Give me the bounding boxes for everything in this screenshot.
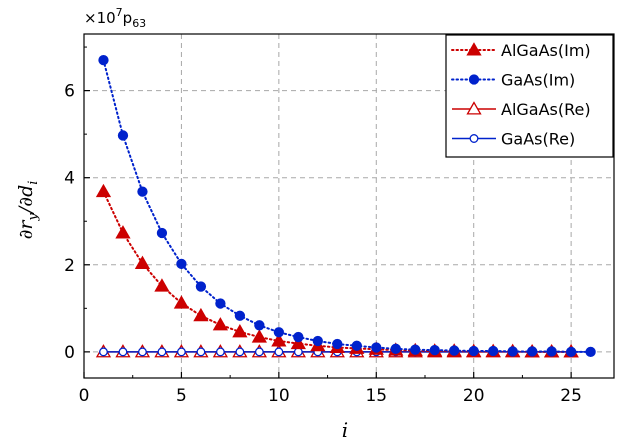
data-point <box>488 345 499 357</box>
data-point <box>429 344 440 356</box>
legend-item: AlGaAs(Im) <box>451 41 591 60</box>
data-point <box>176 258 187 270</box>
y-tick-label: 2 <box>64 256 75 276</box>
legend-label: AlGaAs(Im) <box>501 41 591 60</box>
legend-label: AlGaAs(Re) <box>501 100 591 119</box>
data-point <box>274 347 284 357</box>
y-tick-label: 0 <box>64 343 75 363</box>
data-point <box>215 347 225 357</box>
series-line <box>102 190 573 353</box>
data-point <box>115 225 131 239</box>
data-point <box>157 347 167 357</box>
data-point <box>410 344 421 355</box>
x-tick-label: 25 <box>560 386 582 406</box>
data-point <box>468 345 479 357</box>
data-point <box>351 340 362 351</box>
data-point <box>293 347 303 357</box>
data-point <box>546 346 557 357</box>
plot-frame <box>83 33 615 379</box>
series-gaas-re- <box>99 347 596 357</box>
data-point <box>254 347 264 357</box>
data-point <box>98 54 109 66</box>
data-point <box>138 347 147 357</box>
data-point <box>195 281 207 292</box>
data-point <box>293 331 304 343</box>
data-point <box>565 346 577 358</box>
y-axis-label: ∂ry/∂di <box>15 181 41 240</box>
data-point <box>99 347 108 357</box>
data-point <box>134 255 151 270</box>
legend-marker <box>466 101 482 115</box>
data-point <box>215 298 226 309</box>
data-point <box>196 347 206 357</box>
data-point <box>332 338 343 350</box>
series-gaas-im- <box>98 54 596 358</box>
data-point <box>290 335 306 350</box>
data-point <box>251 329 267 343</box>
data-point <box>156 227 168 239</box>
x-tick-label: 10 <box>268 386 290 406</box>
data-point <box>193 307 209 322</box>
data-point <box>176 347 186 357</box>
axis-ticks: 0 5 10 15 20 25 0 2 4 6 <box>64 46 582 406</box>
data-point <box>271 333 287 347</box>
legend-marker <box>468 74 480 85</box>
y-tick-label: 4 <box>64 169 75 189</box>
x-axis-label: i <box>342 418 348 442</box>
legend-label: GaAs(Re) <box>501 130 575 149</box>
data-point <box>173 295 190 309</box>
legend-item: AlGaAs(Re) <box>452 100 591 119</box>
legend-item: GaAs(Re) <box>452 130 575 149</box>
data-point <box>212 317 229 331</box>
legend-marker <box>466 42 482 56</box>
x-tick-label: 15 <box>365 386 387 406</box>
data-point <box>449 345 460 356</box>
series-algaas-im- <box>95 183 579 358</box>
data-point <box>137 186 148 197</box>
data-point <box>371 342 382 353</box>
data-point <box>527 346 538 357</box>
x-tick-label: 0 <box>79 386 90 406</box>
data-point <box>154 278 170 292</box>
data-point <box>273 327 285 338</box>
data-point <box>117 130 129 141</box>
y-tick-label: 6 <box>64 82 75 102</box>
x-tick-label: 5 <box>176 386 187 406</box>
legend: AlGaAs(Im) GaAs(Im) AlGaAs(Re) GaAs(Re) <box>445 34 614 158</box>
data-point <box>232 324 248 338</box>
data-point <box>118 347 128 357</box>
data-point <box>235 347 245 357</box>
x-tick-label: 20 <box>463 386 485 406</box>
data-point <box>95 183 112 198</box>
data-point <box>507 346 518 357</box>
legend-marker <box>469 134 479 143</box>
legend-item: GaAs(Im) <box>451 71 575 90</box>
legend-label: GaAs(Im) <box>501 71 575 90</box>
series-layer <box>95 54 596 358</box>
data-point <box>312 335 323 347</box>
data-point <box>254 320 265 331</box>
data-point <box>234 310 246 321</box>
data-point <box>585 346 596 358</box>
data-point <box>390 343 401 354</box>
y-axis-multiplier: ×107p63 <box>84 6 146 30</box>
svg-text:∂ry/∂di: ∂ry/∂di <box>15 181 41 240</box>
